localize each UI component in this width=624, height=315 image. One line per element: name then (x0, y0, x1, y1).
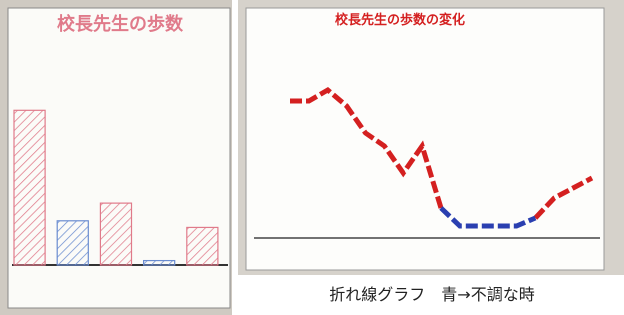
chart-title: 校長先生の歩数 (57, 13, 184, 35)
bar (144, 261, 175, 265)
page: 折れ線グラフ 青→不調な時 校長先生の歩数 校長先生の歩数の変化 (0, 0, 624, 315)
bar (100, 203, 131, 265)
caption: 折れ線グラフ 青→不調な時 (329, 285, 534, 304)
right-paper (246, 8, 604, 270)
chart-title: 校長先生の歩数の変化 (335, 12, 465, 28)
bar (57, 221, 88, 265)
bar (187, 227, 218, 265)
bar (14, 110, 45, 265)
